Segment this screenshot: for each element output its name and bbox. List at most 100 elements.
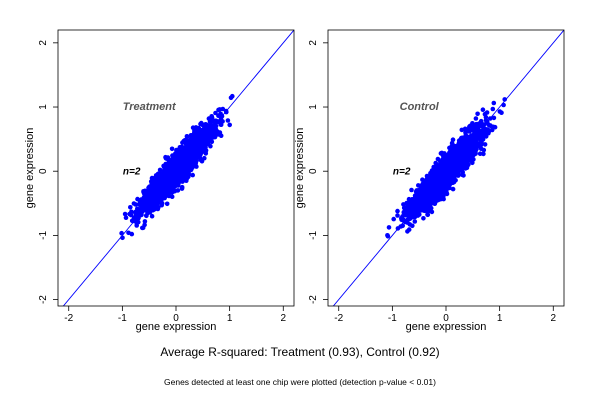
data-point <box>160 175 165 180</box>
data-point <box>448 170 453 176</box>
data-point <box>408 203 414 208</box>
data-point <box>480 137 486 142</box>
data-point <box>134 223 139 228</box>
data-point <box>171 178 176 184</box>
data-point <box>426 199 432 204</box>
data-point <box>145 210 150 216</box>
data-point <box>181 150 187 155</box>
data-point <box>425 212 431 218</box>
data-point <box>449 140 455 146</box>
data-point <box>142 188 148 194</box>
data-point <box>434 185 439 191</box>
panel-annotation: n=2 <box>393 166 411 177</box>
data-point <box>398 224 404 229</box>
data-point <box>438 187 443 193</box>
data-point <box>395 208 400 214</box>
data-point <box>459 135 464 141</box>
data-point <box>122 211 128 217</box>
data-point <box>437 168 442 173</box>
data-point <box>454 145 460 150</box>
y-tick-label: 1 <box>308 104 319 110</box>
data-point <box>424 182 430 188</box>
data-point <box>473 147 479 152</box>
x-tick-label: 2 <box>550 313 556 324</box>
data-point <box>213 127 219 132</box>
data-point <box>491 100 497 106</box>
data-point <box>227 122 232 128</box>
data-point <box>468 143 473 148</box>
data-point <box>464 163 470 169</box>
data-point <box>157 167 163 173</box>
data-point <box>442 157 448 163</box>
panel-annotation: n=2 <box>123 166 141 177</box>
y-tick-label: -2 <box>308 295 319 304</box>
data-point <box>405 220 410 225</box>
data-point <box>415 199 420 204</box>
data-point <box>228 95 234 101</box>
data-point <box>409 187 414 193</box>
data-point <box>423 202 429 207</box>
data-point <box>188 133 194 138</box>
data-point <box>412 219 418 224</box>
data-point <box>406 196 412 202</box>
data-point <box>415 188 421 193</box>
data-point <box>198 121 203 127</box>
data-point <box>385 233 390 238</box>
data-point <box>159 180 164 186</box>
data-point <box>438 164 444 169</box>
data-point <box>491 115 497 121</box>
data-point <box>167 160 172 166</box>
data-point <box>161 191 167 197</box>
data-point <box>391 216 397 222</box>
data-point <box>209 114 214 119</box>
data-point <box>386 225 392 230</box>
data-point <box>167 168 172 173</box>
data-point <box>482 128 488 133</box>
data-point <box>198 136 203 141</box>
data-point <box>463 130 468 135</box>
data-point <box>412 194 418 200</box>
reference-line <box>62 30 294 306</box>
data-point <box>472 135 478 140</box>
data-point <box>470 121 475 126</box>
data-point <box>142 219 148 224</box>
data-point <box>451 149 457 154</box>
x-tick-label: 1 <box>227 313 233 324</box>
data-point <box>164 201 170 207</box>
data-point <box>218 111 223 117</box>
data-point <box>453 178 458 183</box>
data-point <box>196 142 202 147</box>
data-point <box>433 160 439 166</box>
data-point <box>197 127 202 132</box>
data-point <box>406 227 412 232</box>
y-tick-label: -1 <box>308 231 319 240</box>
data-point <box>181 177 186 183</box>
data-point <box>123 215 129 220</box>
panel-label: Treatment <box>123 101 177 113</box>
data-point <box>169 146 175 152</box>
data-point <box>462 126 468 132</box>
data-point <box>201 144 206 149</box>
data-point <box>489 127 495 133</box>
data-point <box>133 218 139 223</box>
data-point <box>179 184 185 190</box>
plot-area <box>332 30 564 306</box>
y-tick-label: 2 <box>38 40 49 46</box>
data-point <box>403 206 409 211</box>
data-point <box>477 141 483 146</box>
data-point <box>497 109 503 114</box>
data-point <box>217 107 222 112</box>
data-point <box>435 180 440 185</box>
data-point <box>176 158 182 164</box>
data-point <box>412 211 418 216</box>
data-point <box>424 195 430 200</box>
data-point <box>441 153 447 158</box>
x-tick-label: 0 <box>173 313 179 324</box>
data-point <box>184 134 190 139</box>
data-point <box>174 149 180 155</box>
data-point <box>202 155 207 161</box>
data-point <box>225 118 231 123</box>
data-point <box>194 155 200 160</box>
data-point <box>128 212 134 218</box>
